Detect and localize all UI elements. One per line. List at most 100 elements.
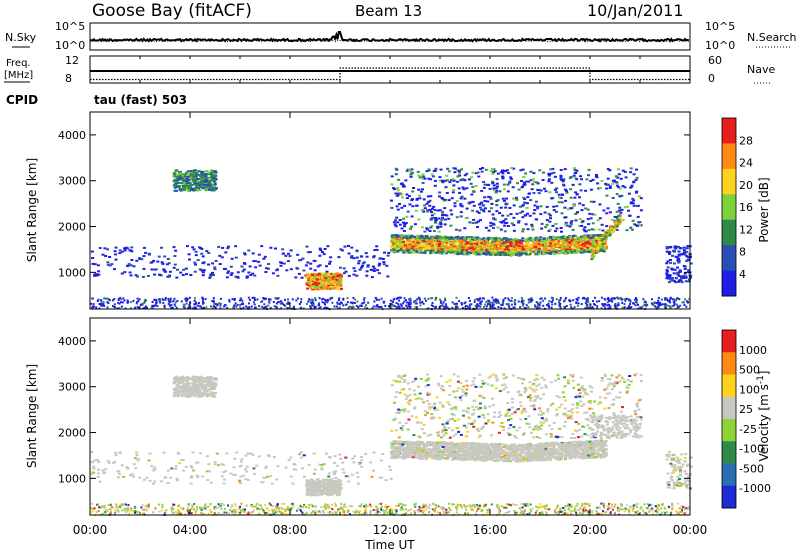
power-cell [102,303,105,306]
power-cell [340,287,343,290]
power-cell [456,175,460,178]
power-cell [507,297,510,300]
power-cell [621,301,624,304]
power-cell [395,235,399,238]
power-cell [208,188,211,191]
power-cell [501,197,505,200]
power-cell [633,302,636,305]
power-cell [142,267,146,270]
power-cell [521,247,525,250]
power-cell [672,250,676,253]
power-cell [138,298,141,301]
power-cell [676,266,680,269]
power-cell [378,298,381,301]
power-colorbar-label: Power [dB] [757,177,771,242]
power-cell [400,193,404,196]
power-cell [231,298,234,301]
power-cell [289,249,293,252]
velocity-cell [347,509,350,512]
power-cell [572,299,575,302]
velocity-scatter-cells [90,373,693,517]
power-cell [636,301,639,304]
power-cell [95,274,99,277]
power-cell [209,273,213,276]
power-cell [474,252,477,255]
cpid-value: tau (fast) 503 [94,93,187,107]
power-cell [119,296,122,299]
power-cell [635,298,638,301]
power-cell [396,250,400,253]
power-cell [478,298,481,301]
power-cell [608,299,610,302]
power-cell [430,217,434,220]
power-cell [557,237,561,240]
power-cell [377,305,380,308]
power-cell [666,275,670,277]
power-cell [361,262,365,265]
power-cell [452,184,456,187]
power-cell [394,167,398,170]
power-cell [619,219,623,222]
power-cell [660,298,663,301]
power-cell [573,172,577,175]
power-cell [534,305,537,308]
power-cell [313,276,317,279]
power-cell [621,185,625,188]
power-cell [124,247,127,250]
power-cell [497,306,500,308]
velocity-cell [141,504,144,507]
power-cell [556,249,559,252]
power-cell [396,221,400,224]
power-cell [486,241,490,244]
power-cell [377,272,381,275]
power-cell [675,303,678,306]
power-cell [545,223,549,226]
power-cell [449,236,453,239]
velocity-cell [591,510,594,513]
power-cell [555,210,558,213]
power-cell [510,167,514,169]
power-cell [410,171,414,174]
power-cell [561,244,565,247]
power-cell [298,303,301,305]
power-cell [568,225,572,228]
power-cell [394,241,398,244]
power-cell [441,211,445,214]
power-cell [268,301,271,304]
power-cell [517,245,521,247]
power-cell [271,272,275,275]
power-cell [492,189,496,191]
power-cell [401,307,404,310]
power-cell [586,306,589,309]
power-cell [163,305,166,308]
power-cell [243,262,247,265]
power-cell [307,278,311,281]
power-cell [531,240,535,243]
power-cell [479,202,483,205]
power-cell [610,227,614,230]
power-cell [213,268,217,271]
power-cell [547,229,551,232]
power-cell [508,181,512,184]
power-cell [562,241,566,244]
power-cell [667,281,671,284]
power-cell [669,261,673,264]
power-cell [537,239,541,242]
power-cell [491,182,495,185]
power-cell [551,299,554,302]
power-cell [407,246,411,249]
power-cell [97,270,101,273]
power-cell [95,306,98,309]
power-cell [241,299,244,302]
power-cell [157,255,161,258]
beam-title: Beam 13 [355,2,422,20]
power-cell [450,197,454,200]
power-cell [325,306,327,309]
power-cell [672,272,676,275]
velocity-cell [141,508,144,511]
power-cell [429,178,433,181]
power-cell [465,207,469,210]
power-cell [585,238,589,241]
power-cell [581,220,585,223]
